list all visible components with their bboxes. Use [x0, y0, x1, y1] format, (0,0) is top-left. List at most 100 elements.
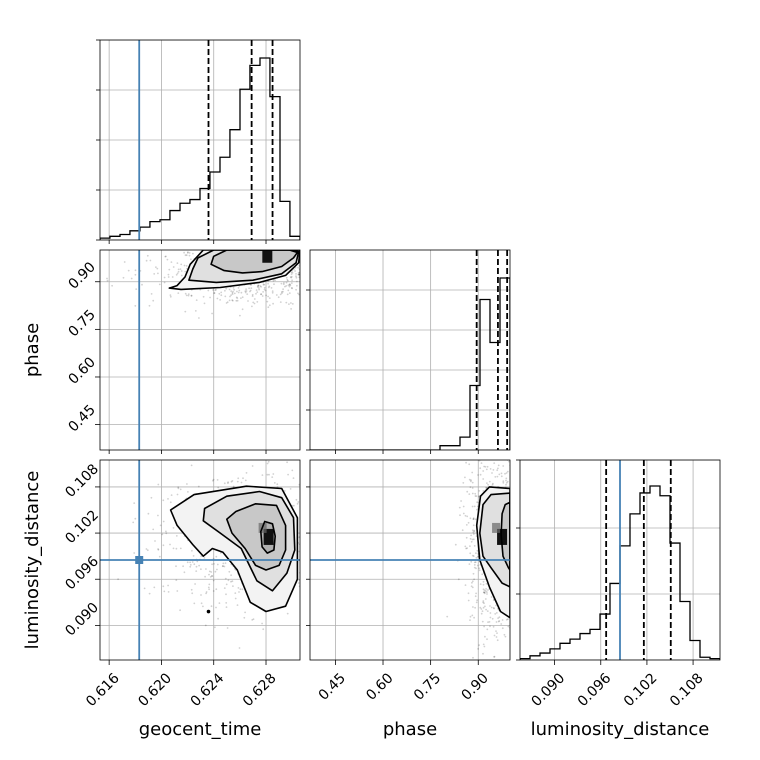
sample-point: [157, 548, 160, 551]
sample-point: [241, 308, 244, 311]
sample-point: [321, 543, 323, 545]
sample-point: [252, 301, 255, 304]
sample-point: [304, 241, 306, 243]
sample-point: [497, 467, 499, 470]
sample-point: [500, 475, 503, 478]
y-tick-label: 0.108: [62, 461, 102, 501]
sample-point: [153, 586, 156, 589]
sample-point: [302, 475, 304, 477]
sample-point: [232, 290, 234, 293]
sample-point: [173, 228, 175, 230]
sample-point: [477, 648, 479, 650]
sample-point: [302, 240, 304, 242]
sample-point: [270, 287, 273, 289]
sample-point: [478, 490, 481, 492]
sample-point: [312, 246, 314, 248]
sample-point: [242, 477, 244, 480]
sample-point: [474, 518, 477, 521]
sample-point: [324, 554, 326, 556]
sample-point: [549, 490, 551, 492]
sample-point: [325, 556, 327, 558]
sample-point: [238, 591, 240, 593]
sample-point: [482, 490, 485, 492]
sample-point: [526, 561, 528, 563]
contour-line: [168, 250, 300, 291]
sample-point: [266, 473, 269, 476]
sample-point: [511, 507, 513, 509]
sample-point: [312, 544, 314, 546]
sample-point: [264, 289, 267, 292]
sample-point: [478, 456, 480, 458]
sample-point: [243, 616, 246, 619]
sample-point: [481, 573, 484, 576]
sample-point: [513, 594, 515, 596]
sample-point: [511, 557, 513, 559]
sample-point: [331, 579, 333, 581]
sample-point: [268, 473, 270, 476]
sample-point: [208, 588, 211, 591]
sample-point: [225, 241, 227, 243]
sample-point: [512, 514, 514, 516]
sample-point: [187, 293, 190, 295]
sample-point: [297, 292, 299, 295]
x-tick-label: 0.090: [529, 670, 569, 710]
sample-point: [467, 521, 470, 524]
sample-point: [333, 291, 335, 293]
sample-point: [307, 509, 309, 511]
sample-point: [251, 305, 253, 308]
sample-point: [130, 277, 133, 280]
sample-point: [468, 478, 471, 481]
sample-point: [227, 579, 230, 582]
sample-point: [320, 563, 322, 565]
sample-point: [525, 558, 527, 560]
sample-point: [312, 272, 314, 274]
sample-point: [224, 295, 227, 298]
sample-point: [190, 294, 193, 297]
sample-point: [177, 487, 180, 490]
sample-point: [290, 273, 293, 275]
sample-point: [325, 295, 327, 297]
sample-point: [473, 616, 475, 619]
sample-point: [483, 465, 485, 468]
sample-point: [234, 592, 237, 594]
sample-point: [171, 276, 174, 278]
sample-point: [229, 295, 231, 298]
sample-point: [289, 488, 292, 490]
sample-point: [501, 627, 504, 630]
histogram-step-geocent_time: [100, 57, 300, 240]
sample-point: [466, 515, 469, 518]
sample-point: [286, 461, 288, 464]
sample-point: [316, 276, 318, 278]
sample-point: [304, 578, 306, 580]
sample-point: [221, 565, 224, 568]
sample-point: [308, 517, 310, 519]
sample-point: [517, 615, 519, 617]
sample-point: [307, 526, 309, 528]
sample-point: [245, 290, 248, 292]
contour-line: [210, 250, 299, 274]
sample-point: [500, 472, 503, 475]
sample-point: [214, 570, 217, 573]
contour-line: [226, 502, 287, 571]
sample-point: [215, 555, 218, 558]
sample-point: [512, 636, 514, 638]
sample-point: [287, 289, 290, 292]
sample-point: [312, 544, 314, 546]
sample-point: [514, 584, 516, 586]
sample-point: [268, 297, 271, 299]
sample-point: [296, 284, 298, 287]
sample-point: [296, 242, 298, 244]
sample-point: [366, 268, 368, 270]
sample-point: [157, 548, 160, 550]
sample-point: [498, 473, 501, 476]
sample-point: [477, 555, 479, 558]
sample-point: [186, 561, 189, 564]
sample-point: [497, 464, 500, 467]
sample-point: [311, 257, 313, 259]
sample-point: [288, 303, 290, 305]
sample-point: [158, 283, 161, 286]
sample-point: [354, 599, 356, 601]
sample-point: [290, 302, 292, 304]
sample-point: [182, 565, 185, 568]
sample-point: [303, 269, 305, 271]
